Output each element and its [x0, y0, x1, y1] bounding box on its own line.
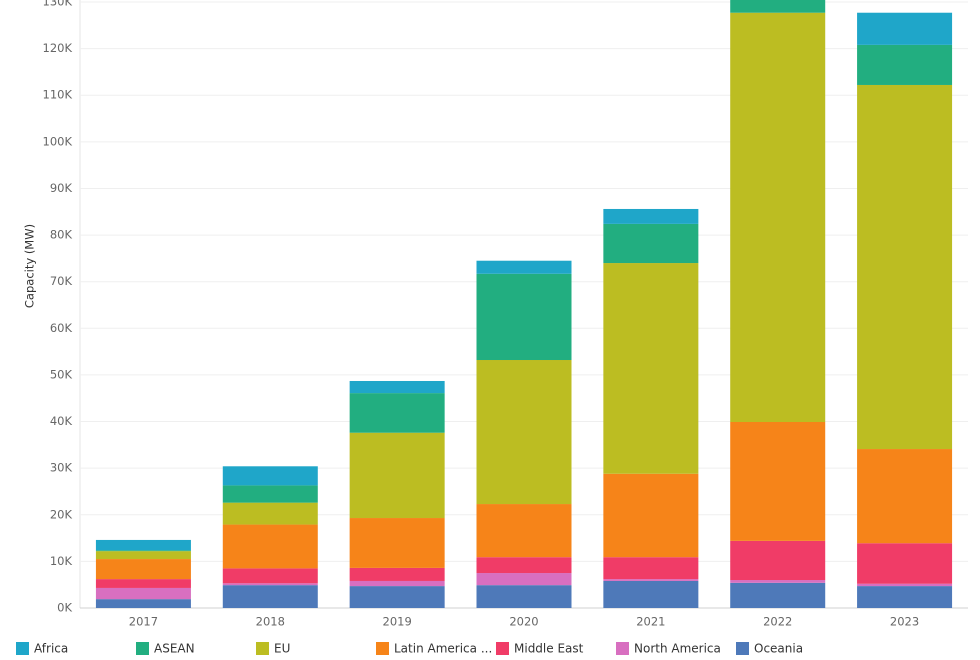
x-tick-label: 2018 [256, 615, 285, 629]
bar-segment [349, 380, 445, 394]
bar-segment [476, 557, 572, 574]
x-tick-label: 2023 [890, 615, 919, 629]
x-tick-label: 2022 [763, 615, 792, 629]
bar-segment [476, 504, 572, 558]
y-tick-label: 50K [50, 367, 73, 381]
legend-swatch [136, 642, 149, 655]
bar-segment [730, 580, 826, 583]
bar-segment [349, 393, 445, 433]
bar-segment [95, 587, 191, 600]
y-tick-label: 40K [50, 414, 73, 428]
bar-segment [349, 518, 445, 568]
bar-segment [730, 582, 826, 608]
y-tick-label: 110K [43, 88, 73, 102]
bar-segment [857, 12, 953, 45]
legend-swatch [496, 642, 509, 655]
bar-segment [603, 580, 699, 608]
legend-label: North America [634, 642, 721, 656]
y-tick-label: 80K [50, 228, 73, 242]
bar-segment [95, 559, 191, 580]
y-tick-label: 0K [57, 601, 72, 615]
bar-segment [95, 550, 191, 552]
legend-label: Oceania [754, 642, 803, 656]
y-tick-label: 70K [50, 274, 73, 288]
y-tick-label: 100K [43, 134, 73, 148]
bar-segment [857, 449, 953, 544]
bar-segment [95, 539, 191, 551]
bar-segment [222, 502, 318, 525]
bar-segment [857, 586, 953, 608]
x-tick-label: 2019 [383, 615, 412, 629]
bar-segment [730, 12, 826, 423]
bar-segment [349, 580, 445, 587]
bar-segment [603, 223, 699, 264]
bar-segment [349, 567, 445, 581]
y-tick-label: 10K [50, 554, 73, 568]
y-tick-label: 130K [43, 0, 73, 9]
y-tick-label: 30K [50, 461, 73, 475]
y-tick-label: 60K [50, 321, 73, 335]
bar-segment [349, 432, 445, 519]
bar-segment [603, 579, 699, 581]
bar-segment [603, 557, 699, 580]
bar-segment [349, 586, 445, 608]
bar-segment [730, 422, 826, 541]
bar-segment [222, 524, 318, 569]
bar-segment [222, 485, 318, 503]
x-tick-label: 2021 [636, 615, 665, 629]
bar-segment [730, 540, 826, 581]
bar-segment [476, 585, 572, 608]
bar-segment [857, 583, 953, 587]
bar-segment [857, 44, 953, 85]
legend-swatch [616, 642, 629, 655]
legend-swatch [256, 642, 269, 655]
legend-label: ASEAN [154, 642, 195, 656]
bar-segment [95, 551, 191, 560]
bar-segment [476, 273, 572, 361]
bar-segment [95, 579, 191, 588]
y-tick-label: 120K [43, 41, 73, 55]
bar-segment [603, 263, 699, 474]
bar-segment [603, 473, 699, 558]
bar-segment [476, 573, 572, 586]
y-tick-label: 20K [50, 507, 73, 521]
bar-segment [857, 84, 953, 450]
bar-segment [476, 260, 572, 274]
y-axis-title: Capacity (MW) [23, 224, 37, 308]
bar-segment [95, 599, 191, 608]
y-tick-label: 90K [50, 181, 73, 195]
bar-segment [222, 568, 318, 584]
legend-label: Latin America ... [394, 642, 492, 656]
x-tick-label: 2020 [509, 615, 538, 629]
bar-segment [857, 543, 953, 584]
bar-segment [476, 360, 572, 505]
legend-swatch [736, 642, 749, 655]
legend-swatch [16, 642, 29, 655]
legend-label: Africa [34, 642, 68, 656]
legend-label: EU [274, 642, 290, 656]
legend-swatch [376, 642, 389, 655]
legend-label: Middle East [514, 642, 584, 656]
x-tick-label: 2017 [129, 615, 158, 629]
bar-segment [730, 0, 826, 13]
bar-segment [222, 585, 318, 608]
bar-segment [603, 208, 699, 224]
bar-segment [222, 583, 318, 586]
bar-segment [222, 466, 318, 486]
